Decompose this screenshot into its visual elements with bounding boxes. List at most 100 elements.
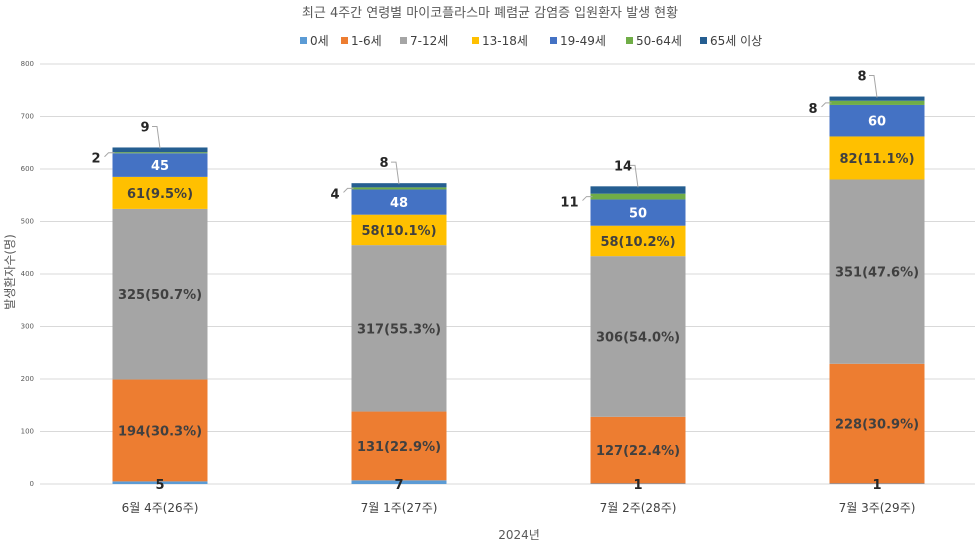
- bar-segment: [112, 208, 208, 380]
- data-label: 58(10.1%): [361, 224, 436, 239]
- data-label: 228(30.9%): [835, 418, 919, 433]
- legend-label: 65세 이상: [710, 34, 762, 48]
- leader-line: [821, 102, 832, 108]
- leader-line: [104, 152, 115, 158]
- data-label: 1: [872, 478, 881, 493]
- y-tick-label: 200: [21, 375, 34, 383]
- legend-swatch: [300, 37, 307, 44]
- x-axis-title: 2024년: [498, 528, 540, 542]
- bar-segment: [829, 96, 925, 101]
- x-tick-label: 7월 1주(27주): [361, 501, 438, 515]
- bar-segment: [112, 176, 208, 209]
- data-label: 8: [857, 70, 866, 85]
- y-tick-label: 500: [21, 218, 34, 226]
- legend: 0세 1-6세 7-12세 13-18세 19-49세 50-64세 65세 이상: [300, 34, 762, 48]
- legend-label: 19-49세: [560, 34, 606, 48]
- bar-segment: [112, 147, 208, 153]
- data-label: 60: [868, 115, 886, 130]
- data-label: 194(30.3%): [118, 424, 202, 439]
- data-label: 1: [633, 478, 642, 493]
- bar-segment: [829, 104, 925, 137]
- y-tick-label: 800: [21, 60, 34, 68]
- legend-label: 0세: [310, 34, 329, 48]
- data-label: 317(55.3%): [357, 322, 441, 337]
- data-label: 9: [140, 120, 149, 135]
- bar-segment: [351, 245, 447, 412]
- bar-segment: [590, 199, 686, 226]
- leader-line: [152, 125, 161, 149]
- x-tick-label: 7월 2주(28주): [600, 501, 677, 515]
- legend-swatch: [626, 37, 633, 44]
- legend-label: 13-18세: [482, 34, 528, 48]
- data-label: 8: [808, 102, 817, 117]
- y-axis-ticks: 0 100 200 300 400 500 600 700 800: [21, 60, 34, 488]
- legend-swatch: [472, 37, 479, 44]
- y-tick-label: 600: [21, 165, 34, 173]
- data-label: 7: [394, 478, 403, 493]
- data-label: 14: [614, 159, 632, 174]
- legend-label: 50-64세: [636, 34, 682, 48]
- leader-line: [391, 161, 400, 185]
- data-label: 11: [560, 196, 578, 211]
- data-label: 50: [629, 207, 647, 222]
- legend-swatch: [700, 37, 707, 44]
- bar-segment: [829, 100, 925, 105]
- leader-line: [630, 164, 639, 188]
- bar-segment: [590, 483, 686, 484]
- y-tick-label: 0: [30, 480, 34, 488]
- bar-segment: [112, 152, 208, 154]
- bars: [112, 96, 925, 484]
- bar-segment: [590, 416, 686, 484]
- bar-segment: [829, 363, 925, 484]
- data-label: 4: [330, 187, 339, 202]
- data-label: 8: [379, 156, 388, 171]
- x-tick-label: 6월 4주(26주): [122, 501, 199, 515]
- bar-segment: [351, 189, 447, 215]
- legend-label: 7-12세: [410, 34, 448, 48]
- bar-segment: [112, 153, 208, 177]
- leader-line: [869, 75, 878, 98]
- data-label: 306(54.0%): [596, 330, 680, 345]
- data-label: 325(50.7%): [118, 288, 202, 303]
- data-label: 48: [390, 196, 408, 211]
- bar-segment: [351, 411, 447, 481]
- data-labels: 194(30.3%) 325(50.7%) 61(9.5%) 45 5 2 9 131(22.…: [91, 70, 919, 493]
- data-label: 127(22.4%): [596, 444, 680, 459]
- bar-segment: [351, 183, 447, 188]
- data-label: 61(9.5%): [127, 187, 193, 202]
- data-label: 131(22.9%): [357, 440, 441, 455]
- bar-segment: [829, 483, 925, 484]
- bar-segment: [590, 225, 686, 257]
- bar-segment: [112, 481, 208, 484]
- bar-segment: [829, 179, 925, 364]
- bar-segment: [112, 379, 208, 482]
- bar-segment: [351, 187, 447, 190]
- y-tick-label: 400: [21, 270, 34, 278]
- bar-segment: [829, 136, 925, 180]
- leader-line: [582, 196, 593, 201]
- data-label: 82(11.1%): [839, 152, 914, 167]
- x-axis-ticks: 6월 4주(26주) 7월 1주(27주) 7월 2주(28주) 7월 3주(29주): [122, 501, 916, 515]
- x-tick-label: 7월 3주(29주): [839, 501, 916, 515]
- leader-line: [343, 187, 354, 193]
- legend-swatch: [341, 37, 348, 44]
- data-label: 351(47.6%): [835, 266, 919, 281]
- data-label: 2: [91, 152, 100, 167]
- y-tick-label: 700: [21, 113, 34, 121]
- y-tick-label: 300: [21, 323, 34, 331]
- bar-segment: [351, 214, 447, 246]
- data-label: 58(10.2%): [600, 235, 675, 250]
- bar-segment: [351, 480, 447, 484]
- chart-title: 최근 4주간 연령별 마이코플라스마 폐렴균 감염증 입원환자 발생 현황: [302, 6, 678, 21]
- bar-segment: [590, 256, 686, 417]
- data-label: 5: [155, 478, 164, 493]
- legend-swatch: [550, 37, 557, 44]
- y-tick-label: 100: [21, 428, 34, 436]
- legend-label: 1-6세: [351, 34, 382, 48]
- bar-segment: [590, 193, 686, 200]
- data-label: 45: [151, 159, 169, 174]
- y-axis-title: 발생환자수(명): [3, 234, 17, 310]
- legend-swatch: [400, 37, 407, 44]
